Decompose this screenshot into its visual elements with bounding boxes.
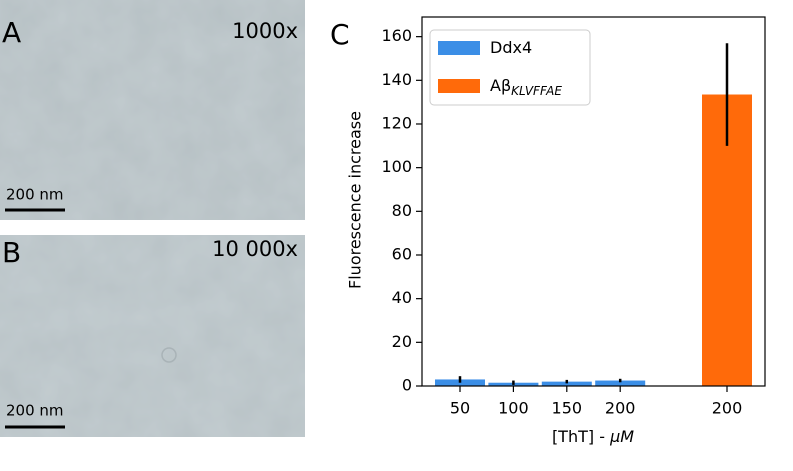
y-tick-label: 80: [392, 201, 412, 220]
micrograph-a: A 1000x 200 nm: [0, 0, 305, 220]
x-axis-label: [ThT] - μM: [552, 427, 634, 446]
panel-letter: C: [330, 18, 350, 51]
scale-label: 200 nm: [6, 186, 64, 204]
scale-label: 200 nm: [6, 402, 64, 420]
x-label-text: [ThT] -: [552, 427, 610, 446]
y-tick-label: 60: [392, 244, 412, 263]
legend-swatch: [438, 79, 480, 93]
bar: [541, 381, 592, 386]
y-tick-label: 0: [402, 376, 412, 395]
y-tick-label: 140: [381, 70, 412, 89]
magnification: 1000x: [232, 19, 298, 43]
panel-letter: B: [2, 236, 21, 269]
x-tick-label: 100: [498, 399, 529, 418]
y-tick-label: 40: [392, 288, 412, 307]
y-axis-label: Fluorescence increase: [346, 111, 365, 289]
magnification: 10 000x: [212, 237, 298, 261]
y-tick-label: 160: [381, 26, 412, 45]
x-tick-label: 200: [712, 399, 743, 418]
legend-label: AβKLVFFAE: [490, 76, 562, 98]
image: [0, 0, 305, 220]
x-label-unit: μM: [609, 427, 634, 446]
legend-label: Ddx4: [490, 38, 532, 57]
x-tick-label: 200: [605, 399, 636, 418]
legend-name: Aβ: [490, 76, 511, 95]
bar: [595, 380, 646, 386]
y-tick-label: 20: [392, 332, 412, 351]
image: [0, 235, 305, 437]
y-tick-label: 100: [381, 157, 412, 176]
legend-name: Ddx4: [490, 38, 532, 57]
plot-frame: [421, 16, 766, 387]
particle: [161, 347, 177, 363]
x-tick-label: 150: [552, 399, 583, 418]
panel-letter: A: [2, 16, 21, 49]
micrograph-b: B 10 000x 200 nm: [0, 235, 305, 437]
legend-swatch: [438, 41, 480, 55]
legend-subscript: KLVFFAE: [511, 84, 562, 98]
x-tick-label: 50: [450, 399, 470, 418]
y-tick-label: 120: [381, 113, 412, 132]
